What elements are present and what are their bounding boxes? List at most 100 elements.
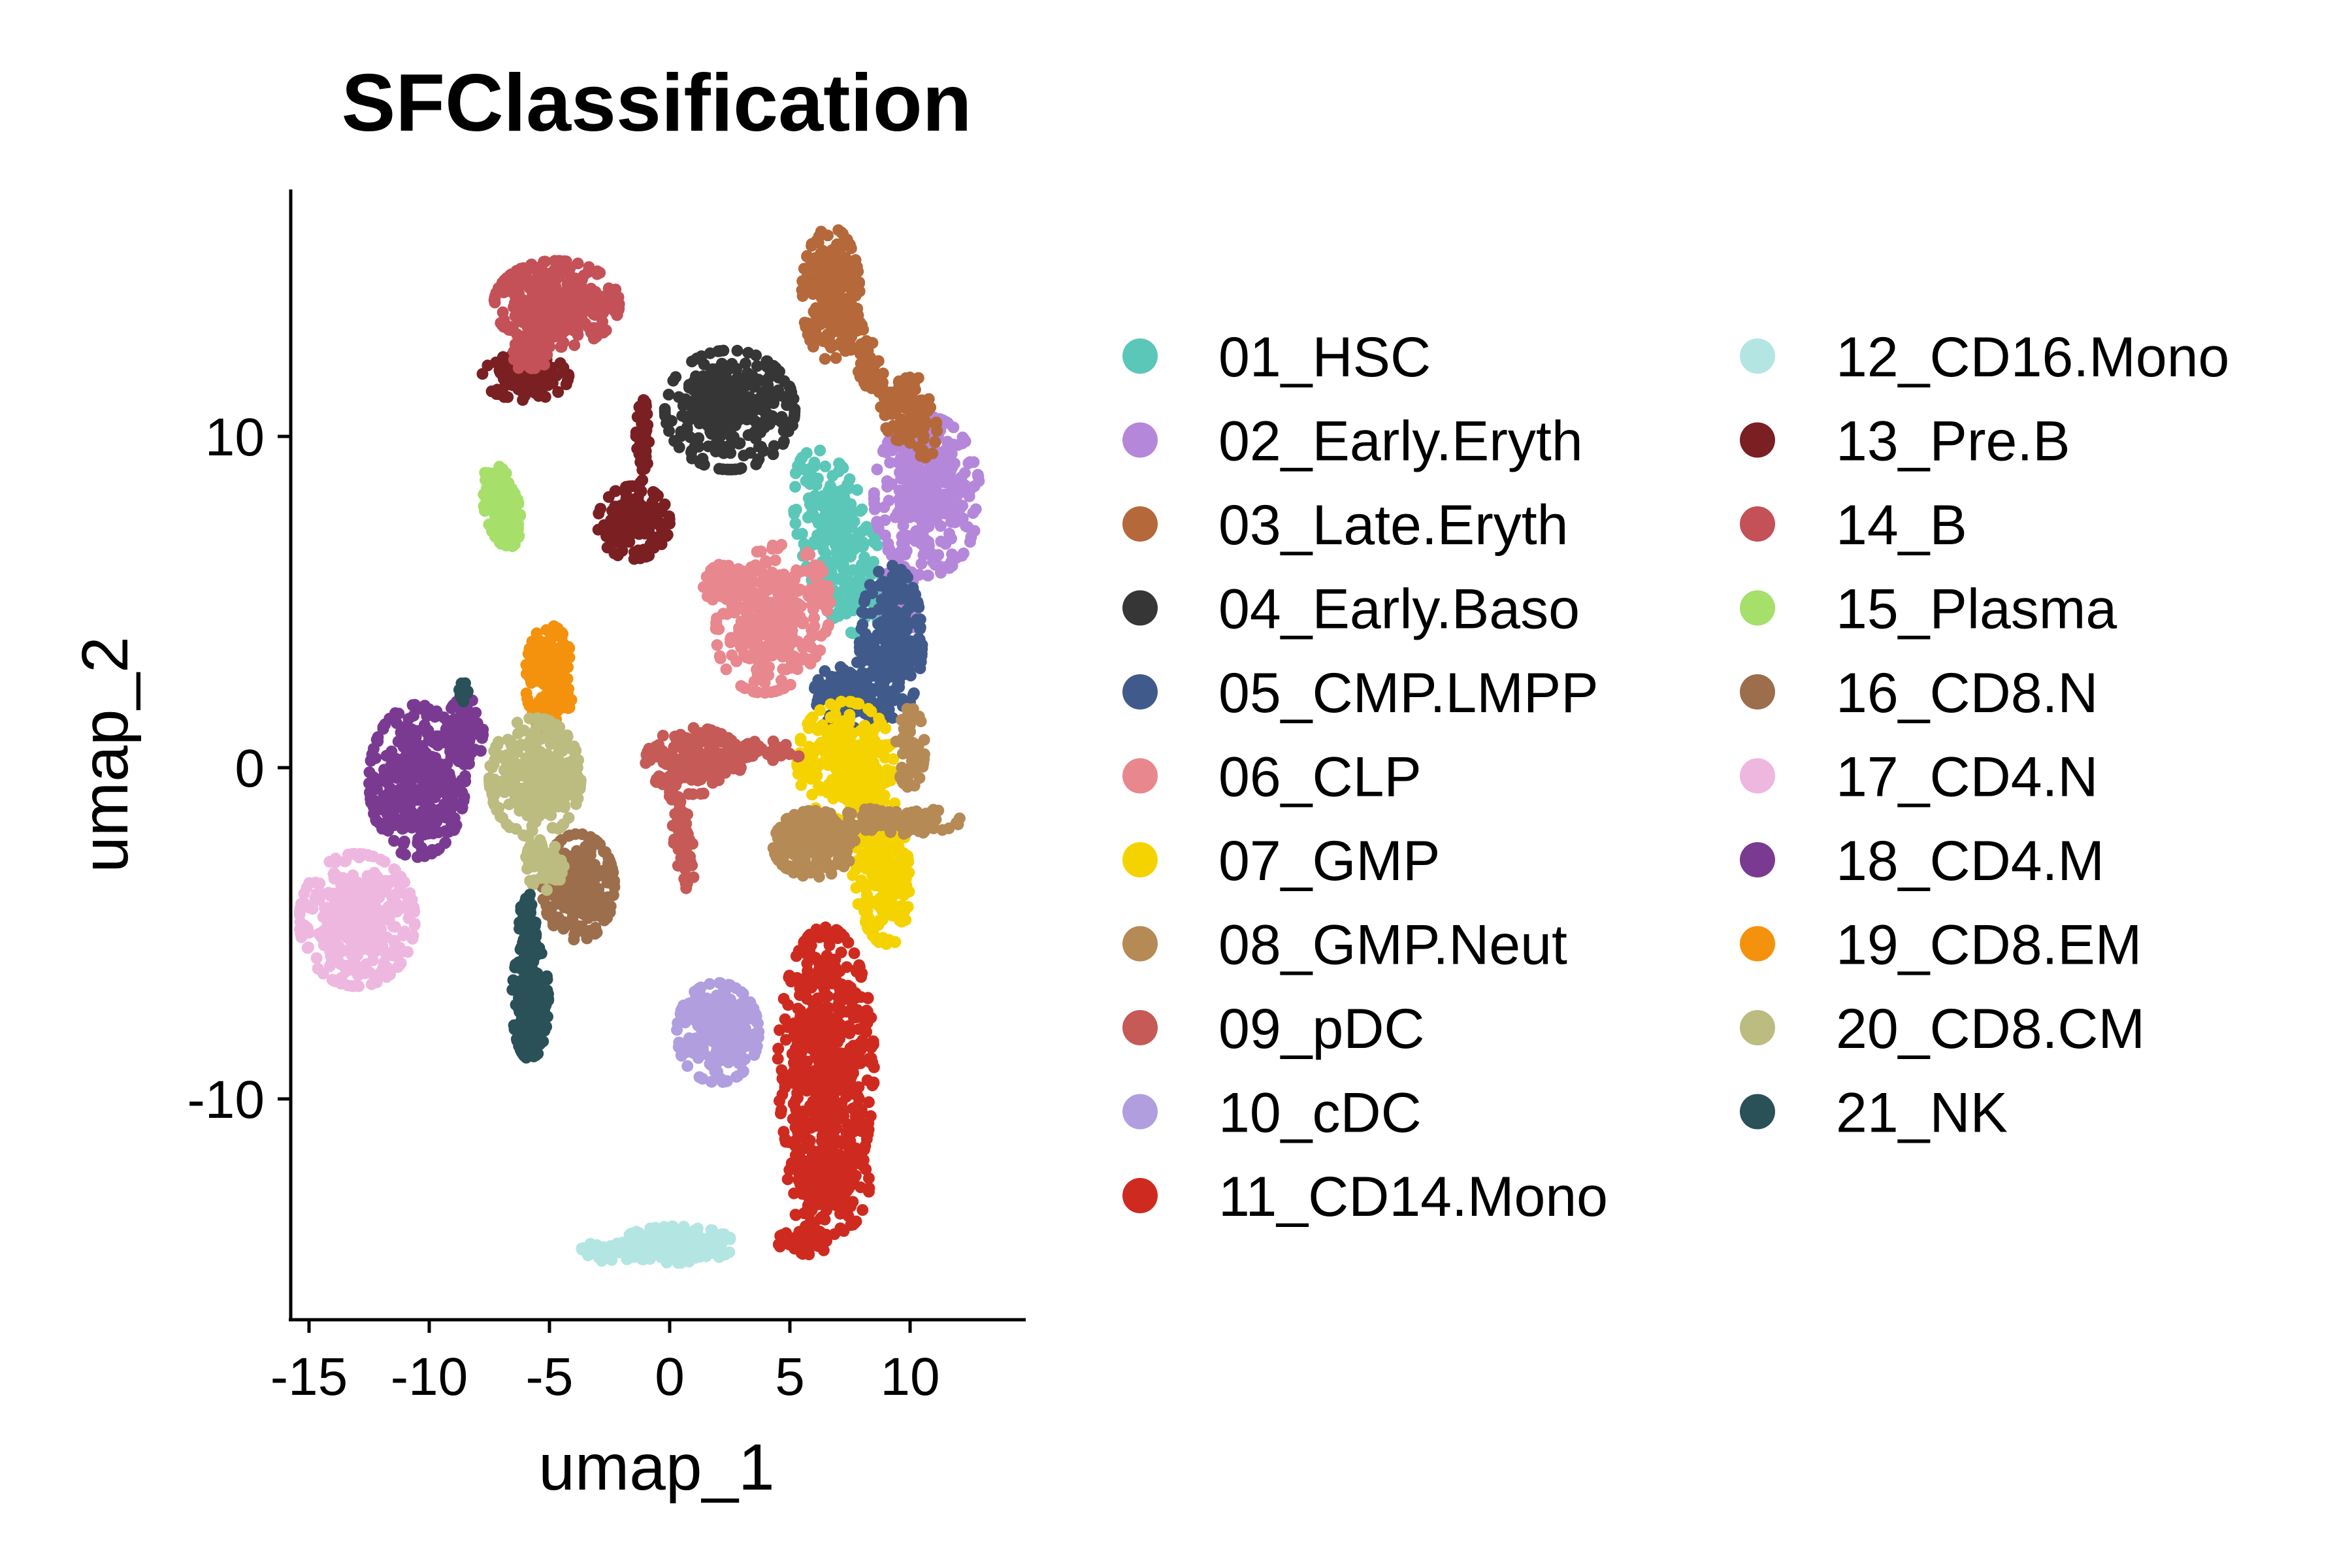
data-point [935,535,947,547]
data-point [784,382,796,395]
data-point [783,581,796,593]
data-point [705,724,717,736]
data-point [834,1222,847,1235]
data-point [815,1011,827,1024]
data-point [805,641,817,653]
data-point [723,979,735,991]
data-point [802,590,815,602]
data-point [766,543,778,555]
data-point [789,1042,802,1054]
data-point [735,462,747,474]
data-point [772,1238,785,1250]
data-point [887,559,898,572]
data-point [721,564,733,576]
data-point [767,842,779,854]
data-point [862,1172,875,1184]
data-point [781,813,793,825]
data-point [800,1022,813,1034]
data-point [816,581,828,593]
data-point [786,658,798,670]
data-point [839,233,851,245]
data-point [879,395,892,407]
data-point [739,751,751,764]
data-point [788,1187,800,1200]
cluster-10_cDC [671,977,765,1088]
data-point [727,434,739,447]
data-point [814,704,826,716]
data-point [717,1004,729,1016]
data-point [704,1231,716,1243]
data-point [834,1207,846,1220]
data-point [873,580,885,592]
data-point [902,777,914,789]
data-point [754,659,766,671]
data-point [806,598,818,611]
data-point [824,480,836,492]
data-point [877,742,889,755]
data-point [726,357,738,370]
data-point [929,436,941,448]
data-point [912,492,924,504]
data-point [778,1076,791,1088]
data-point [775,1104,787,1116]
data-point [725,749,736,761]
data-point [857,752,869,764]
data-point [798,935,811,947]
data-point [832,1103,844,1116]
data-point [753,1026,765,1038]
data-point [863,378,875,391]
data-point [759,649,771,662]
data-point [670,1247,682,1259]
data-point [875,593,888,606]
data-point [940,489,953,502]
data-point [847,789,860,801]
cluster-06_CLP [697,538,836,699]
data-point [825,868,838,880]
data-point [792,853,804,866]
data-point [825,1147,837,1159]
data-point [879,529,891,542]
data-point [964,456,976,468]
data-point [912,748,924,760]
data-point [696,755,708,767]
data-point [878,501,890,514]
data-point [757,596,770,609]
data-point [779,862,792,874]
data-point [751,546,763,558]
data-point [719,413,732,425]
data-point [871,372,883,384]
data-point [825,505,837,517]
data-point [627,509,639,521]
data-point [913,529,925,541]
data-point [967,507,979,519]
data-point [917,815,930,828]
data-point [862,923,875,936]
data-point [747,685,759,698]
data-point [834,506,847,518]
data-point [759,670,772,683]
data-point [721,1075,733,1087]
data-point [779,1013,791,1026]
data-point [853,641,866,653]
data-point [892,456,904,468]
data-point [845,1200,857,1213]
data-point [900,887,912,899]
data-point [870,934,883,946]
data-point [681,849,694,860]
data-point [822,683,834,696]
data-point [809,1068,822,1080]
data-point [636,459,648,470]
data-point [866,877,878,890]
data-point [644,1222,657,1235]
data-point [850,1081,862,1094]
data-point [715,424,727,436]
data-point [860,590,872,602]
data-point [747,1037,759,1050]
data-point [865,705,877,717]
data-point [802,865,814,877]
data-point [941,436,954,448]
data-point [906,823,918,836]
data-point [728,739,741,751]
data-point [783,970,796,982]
